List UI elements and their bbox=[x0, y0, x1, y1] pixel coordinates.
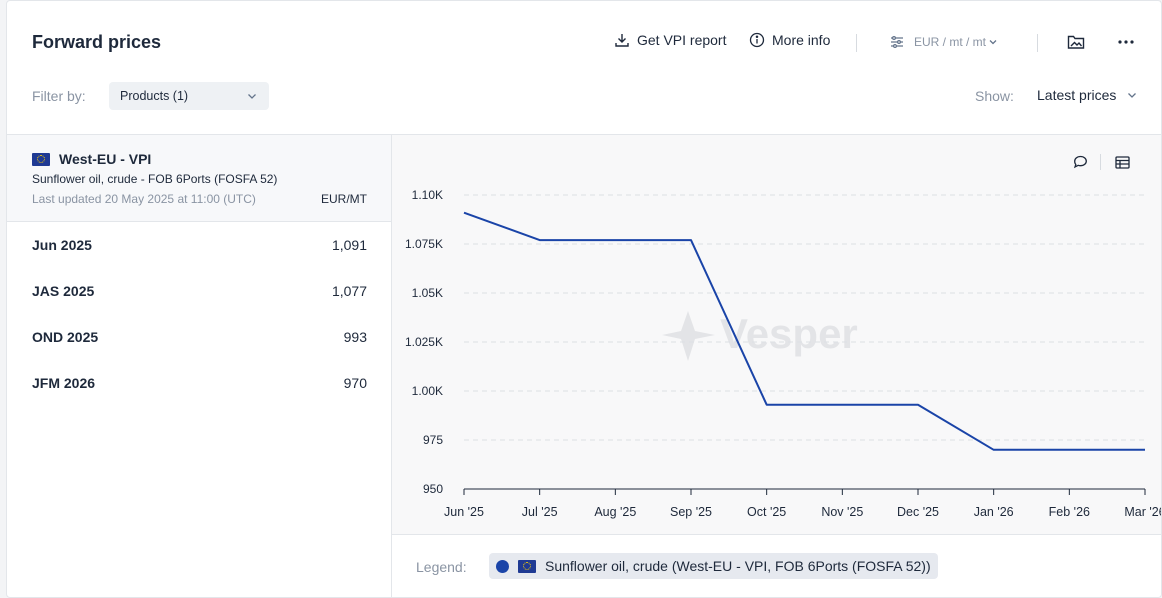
row-period: Jun 2025 bbox=[32, 237, 92, 253]
instrument-name: West-EU - VPI bbox=[32, 151, 151, 167]
table-row[interactable]: Jun 2025 1,091 bbox=[7, 222, 391, 268]
y-tick-label: 1.075K bbox=[405, 237, 443, 251]
row-period: JFM 2026 bbox=[32, 375, 96, 391]
x-tick-label: Jul '25 bbox=[522, 505, 558, 519]
get-vpi-report-label: Get VPI report bbox=[637, 32, 727, 48]
y-tick-label: 1.10K bbox=[412, 188, 443, 202]
table-row[interactable]: OND 2025 993 bbox=[7, 314, 391, 360]
chevron-down-icon bbox=[248, 94, 256, 99]
get-vpi-report-button[interactable]: Get VPI report bbox=[614, 32, 726, 48]
row-period: JAS 2025 bbox=[32, 283, 95, 299]
series-color-dot bbox=[496, 559, 509, 573]
instrument-product: Sunflower oil, crude - FOB 6Ports (FOSFA… bbox=[32, 172, 278, 186]
units-selector[interactable]: EUR / mt / mt bbox=[890, 35, 998, 49]
legend-label: Legend: bbox=[416, 559, 467, 575]
download-icon bbox=[615, 34, 629, 47]
chart-watermark: Vesper bbox=[662, 310, 858, 361]
x-tick-label: Dec '25 bbox=[897, 505, 939, 519]
filter-by-label: Filter by: bbox=[32, 88, 86, 104]
y-tick-label: 975 bbox=[423, 433, 443, 447]
toolbar-divider bbox=[1037, 34, 1038, 52]
x-tick-label: Jan '26 bbox=[974, 505, 1014, 519]
legend-item[interactable]: Sunflower oil, crude (West-EU - VPI, FOB… bbox=[489, 553, 938, 579]
price-unit: EUR/MT bbox=[321, 192, 367, 206]
x-axis-ticks: Jun '25 Jul '25 Aug '25 Sep '25 Oct '25 Nov '… bbox=[444, 488, 1162, 519]
y-axis-ticks: 950 975 1.00K 1.025K 1.05K 1.075K 1.10K bbox=[405, 188, 443, 496]
row-value: 970 bbox=[343, 375, 367, 391]
series-line[interactable] bbox=[463, 211, 1145, 451]
y-tick-label: 1.00K bbox=[412, 384, 443, 398]
image-folder-button[interactable] bbox=[1064, 30, 1088, 54]
forward-price-chart: Vesper 950 975 1.00K 1.025K 1.05K 1.075K 1.10K… bbox=[405, 188, 1162, 519]
products-filter-dropdown[interactable]: Products (1) bbox=[109, 82, 269, 110]
series-layer bbox=[463, 211, 1145, 451]
comment-icon bbox=[1073, 155, 1087, 169]
table-view-button[interactable] bbox=[1111, 151, 1133, 173]
y-tick-label: 1.025K bbox=[405, 335, 443, 349]
chevron-down-icon bbox=[989, 40, 997, 45]
x-tick-label: Oct '25 bbox=[747, 505, 786, 519]
legend-series-label: Sunflower oil, crude (West-EU - VPI, FOB… bbox=[545, 558, 931, 574]
eu-flag-icon bbox=[32, 152, 50, 166]
x-tick-label: Aug '25 bbox=[594, 505, 636, 519]
y-tick-label: 1.05K bbox=[412, 286, 443, 300]
show-dropdown-value: Latest prices bbox=[1037, 87, 1117, 103]
section-divider bbox=[7, 134, 1161, 135]
x-tick-label: Feb '26 bbox=[1049, 505, 1090, 519]
table-row[interactable]: JFM 2026 970 bbox=[7, 360, 391, 406]
chart-panel: Vesper 950 975 1.00K 1.025K 1.05K 1.075K 1.10K… bbox=[392, 135, 1162, 534]
sliders-icon bbox=[891, 36, 903, 49]
chevron-down-icon bbox=[1128, 93, 1137, 98]
watermark-text: Vesper bbox=[720, 310, 858, 357]
ellipsis-icon bbox=[1118, 40, 1134, 44]
table-icon bbox=[1114, 155, 1130, 169]
more-info-label: More info bbox=[772, 32, 831, 48]
chart-legend: Legend: Sunflower oil, crude (West-EU - … bbox=[392, 534, 1161, 597]
info-icon bbox=[749, 32, 765, 48]
forward-prices-card: Forward prices Get VPI report More info … bbox=[6, 0, 1162, 598]
instrument-name-label: West-EU - VPI bbox=[59, 151, 152, 167]
x-tick-label: Jun '25 bbox=[444, 505, 484, 519]
x-tick-label: Mar '26 bbox=[1124, 505, 1162, 519]
more-options-button[interactable] bbox=[1114, 30, 1138, 54]
chart-toolbar-divider bbox=[1100, 154, 1101, 170]
y-tick-label: 950 bbox=[423, 482, 443, 496]
comment-button[interactable] bbox=[1069, 151, 1091, 173]
eu-flag-icon bbox=[518, 559, 536, 573]
row-period: OND 2025 bbox=[32, 329, 99, 345]
row-value: 1,091 bbox=[331, 237, 367, 253]
last-updated: Last updated 20 May 2025 at 11:00 (UTC) bbox=[32, 192, 256, 206]
instrument-header: West-EU - VPI Sunflower oil, crude - FOB… bbox=[7, 135, 391, 222]
x-tick-label: Sep '25 bbox=[670, 505, 712, 519]
page-title: Forward prices bbox=[32, 32, 162, 52]
x-tick-label: Nov '25 bbox=[821, 505, 863, 519]
vesper-logo-icon bbox=[662, 311, 715, 361]
show-dropdown[interactable]: Latest prices bbox=[1037, 87, 1138, 103]
units-label: EUR / mt / mt bbox=[914, 35, 986, 49]
grid-lines bbox=[464, 194, 1145, 441]
row-value: 993 bbox=[343, 329, 367, 345]
table-row[interactable]: JAS 2025 1,077 bbox=[7, 268, 391, 314]
row-value: 1,077 bbox=[331, 283, 367, 299]
toolbar-divider bbox=[856, 34, 857, 52]
more-info-button[interactable]: More info bbox=[749, 32, 830, 48]
show-label: Show: bbox=[975, 88, 1014, 104]
price-list-panel: West-EU - VPI Sunflower oil, crude - FOB… bbox=[7, 135, 392, 597]
folder-image-icon bbox=[1067, 35, 1085, 49]
products-filter-value: Products (1) bbox=[120, 89, 189, 103]
